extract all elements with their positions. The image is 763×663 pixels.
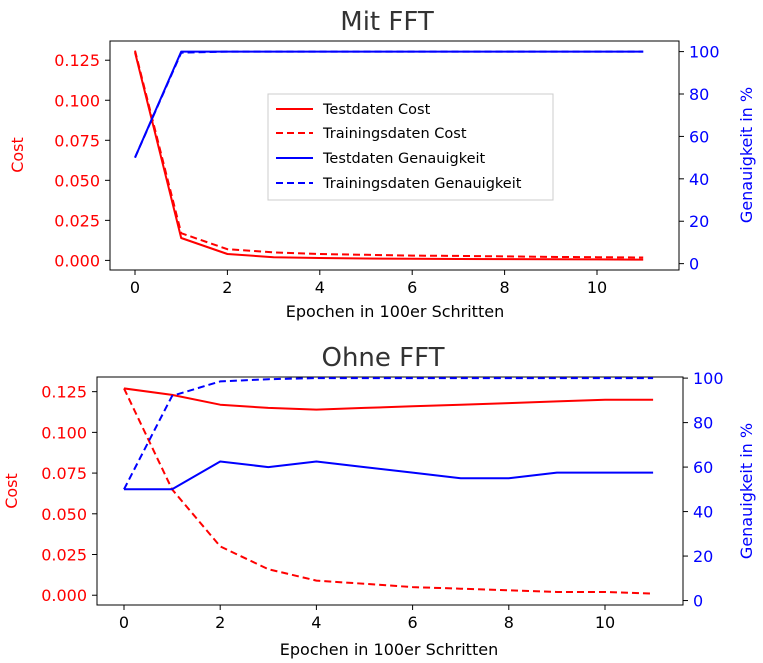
x-tick-label: 4	[311, 613, 321, 632]
subplot-mit-fft: Mit FFT 0 2 4 6 8 10 0.000 0.025 0.050 0.075 0.10…	[8, 7, 756, 321]
x-axis-label: Epochen in 100er Schritten	[286, 302, 504, 321]
left-axis-ticks: 0.000 0.025 0.050 0.075 0.100 0.125	[41, 383, 97, 605]
series-line-testdaten-cost	[134, 51, 644, 261]
left-tick-label: 0.025	[54, 211, 100, 230]
right-tick-label: 20	[693, 547, 713, 566]
right-tick-label: 0	[693, 592, 703, 611]
x-tick-label: 4	[315, 278, 325, 297]
series-line-testdaten-genauigkeit	[124, 460, 654, 491]
subplot-ohne-fft: Ohne FFT 0 2 4 6 8 10 0.000 0.025 0.050 0.075 0.1…	[2, 343, 756, 659]
x-tick-label: 0	[119, 613, 129, 632]
right-tick-label: 100	[693, 369, 724, 388]
series-line-trainingsdaten-genauigkeit	[134, 50, 644, 159]
left-tick-label: 0.100	[41, 423, 87, 442]
x-tick-label: 8	[500, 278, 510, 297]
left-tick-label: 0.100	[54, 91, 100, 110]
right-tick-label: 100	[689, 43, 720, 62]
legend-label-trainingsdaten-genauigkeit: Trainingsdaten Genauigkeit	[322, 176, 522, 192]
left-tick-label: 0.050	[54, 171, 100, 190]
left-tick-label: 0.125	[54, 51, 100, 70]
chart-title: Mit FFT	[340, 7, 434, 37]
series-lines	[123, 377, 654, 595]
left-tick-label: 0.075	[54, 131, 100, 150]
left-tick-label: 0.075	[41, 464, 87, 483]
right-tick-label: 60	[693, 458, 713, 477]
right-axis-label: Genauigkeit in %	[737, 423, 756, 559]
series-lines	[134, 50, 644, 261]
series-line-trainingsdaten-cost	[123, 387, 654, 595]
legend-label-testdaten-cost: Testdaten Cost	[322, 102, 431, 118]
plot-frame	[109, 40, 680, 271]
right-tick-label: 20	[689, 212, 709, 231]
left-tick-label: 0.125	[41, 383, 87, 402]
left-tick-label: 0.000	[41, 586, 87, 605]
left-tick-label: 0.050	[41, 505, 87, 524]
right-axis-label: Genauigkeit in %	[737, 87, 756, 223]
right-tick-label: 60	[689, 127, 709, 146]
right-tick-label: 0	[689, 255, 699, 274]
series-line-testdaten-cost	[123, 387, 654, 411]
plot-frame	[96, 376, 684, 606]
x-axis-ticks: 0 2 4 6 8 10	[130, 270, 607, 297]
right-axis-ticks: 0 20 40 60 80 100	[679, 43, 720, 274]
x-tick-label: 2	[215, 613, 225, 632]
x-tick-label: 0	[130, 278, 140, 297]
legend-box	[267, 93, 554, 201]
legend: Testdaten Cost Trainingsdaten Cost Testd…	[267, 93, 554, 201]
legend-label-trainingsdaten-cost: Trainingsdaten Cost	[322, 126, 467, 142]
left-axis-ticks: 0.000 0.025 0.050 0.075 0.100 0.125	[54, 51, 110, 270]
x-axis-label: Epochen in 100er Schritten	[280, 640, 498, 659]
right-tick-label: 40	[693, 503, 713, 522]
right-tick-label: 80	[689, 85, 709, 104]
x-tick-label: 6	[407, 278, 417, 297]
x-tick-label: 10	[587, 278, 607, 297]
left-axis-label: Cost	[8, 137, 27, 173]
x-tick-label: 10	[595, 613, 615, 632]
right-tick-label: 40	[689, 170, 709, 189]
right-axis-ticks: 0 20 40 60 80 100	[683, 369, 724, 611]
series-line-trainingsdaten-cost	[134, 50, 644, 259]
chart-title: Ohne FFT	[321, 343, 444, 373]
x-tick-label: 8	[504, 613, 514, 632]
x-tick-label: 2	[222, 278, 232, 297]
left-tick-label: 0.000	[54, 251, 100, 270]
left-axis-label: Cost	[2, 473, 21, 509]
left-tick-label: 0.025	[41, 546, 87, 565]
x-tick-label: 6	[408, 613, 418, 632]
right-tick-label: 80	[693, 414, 713, 433]
series-line-trainingsdaten-genauigkeit	[123, 377, 654, 490]
legend-label-testdaten-genauigkeit: Testdaten Genauigkeit	[322, 151, 486, 167]
x-axis-ticks: 0 2 4 6 8 10	[119, 605, 615, 632]
